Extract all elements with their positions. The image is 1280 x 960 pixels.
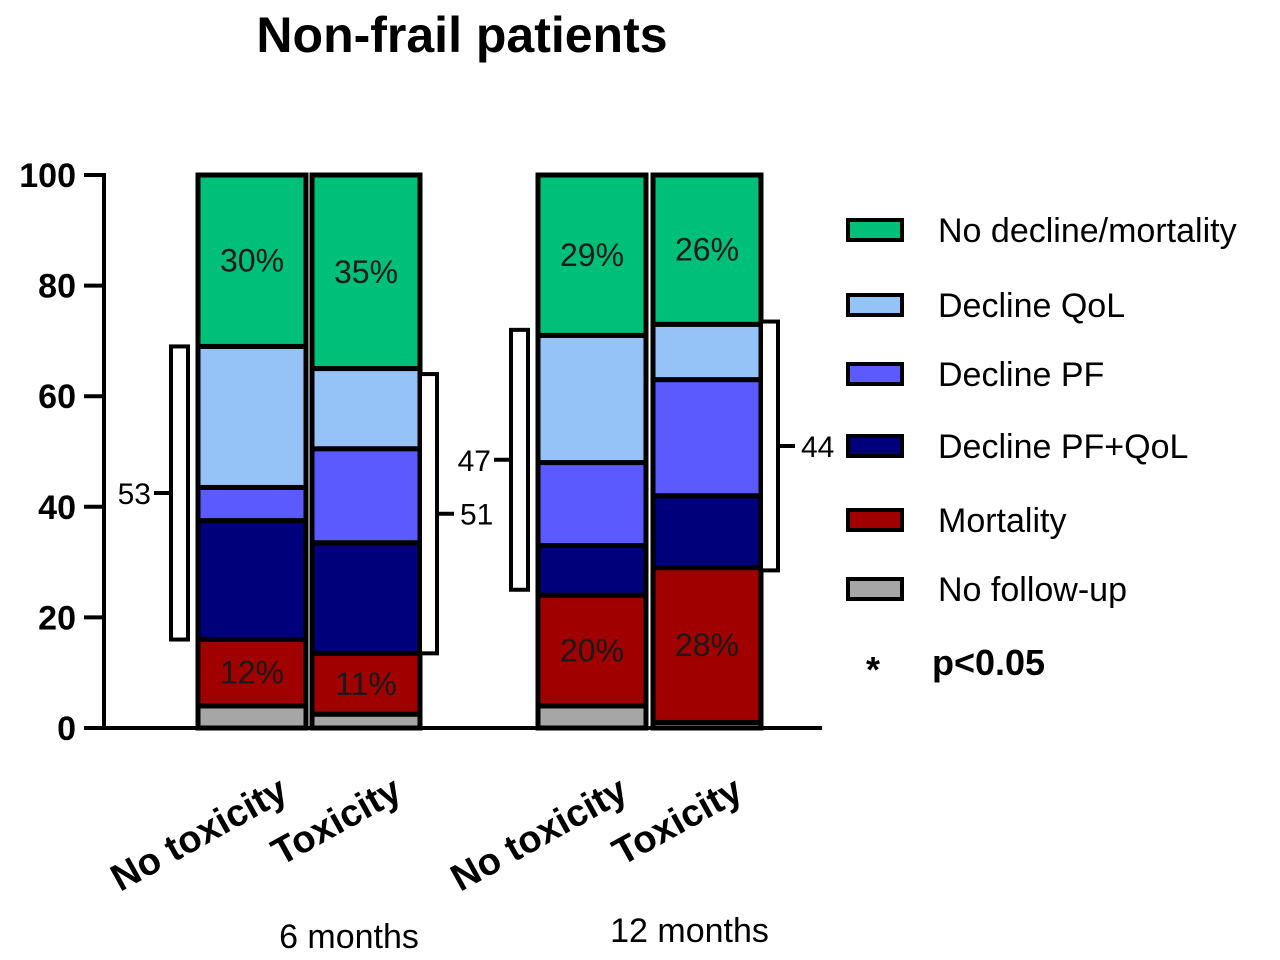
data-label: 29% bbox=[560, 237, 624, 273]
bar-segment bbox=[309, 540, 423, 656]
bar-segment bbox=[195, 703, 309, 731]
y-tick-label: 0 bbox=[57, 710, 76, 748]
bar-segment bbox=[535, 172, 649, 338]
bracket-label: 53 bbox=[118, 478, 151, 511]
data-label: 35% bbox=[334, 254, 398, 290]
bar-segment bbox=[535, 460, 649, 549]
bar-segment bbox=[309, 172, 423, 372]
y-tick-label: 60 bbox=[38, 378, 76, 416]
bracket-label: 44 bbox=[801, 431, 834, 464]
x-category-label: No toxicity bbox=[104, 769, 294, 900]
bar-segment bbox=[535, 543, 649, 598]
legend-label: Decline QoL bbox=[938, 287, 1125, 325]
chart-title: Non-frail patients bbox=[256, 7, 667, 63]
bracket-label: 47 bbox=[458, 445, 491, 478]
legend-swatch bbox=[846, 218, 904, 242]
y-tick-label: 80 bbox=[38, 268, 76, 306]
legend-swatch bbox=[846, 434, 904, 458]
legend-swatch bbox=[846, 293, 904, 317]
group-label: 6 months bbox=[279, 918, 419, 956]
bar-segment bbox=[309, 650, 423, 717]
legend-swatch bbox=[846, 577, 904, 601]
bar-segment bbox=[650, 172, 764, 327]
data-label: 30% bbox=[220, 243, 284, 279]
bar-segment bbox=[195, 172, 309, 349]
data-label: 20% bbox=[560, 633, 624, 669]
bar-segment bbox=[195, 484, 309, 524]
bracket bbox=[509, 327, 530, 592]
brackets: 53 51 47 44 bbox=[118, 319, 834, 656]
legend-label: Decline PF+QoL bbox=[938, 428, 1188, 466]
legend-label: Decline PF bbox=[938, 356, 1104, 394]
data-label: 26% bbox=[675, 232, 739, 268]
data-label: 11% bbox=[335, 666, 397, 702]
data-label: 12% bbox=[220, 655, 284, 691]
y-tick-label: 40 bbox=[38, 489, 76, 527]
y-tick-label: 20 bbox=[38, 599, 76, 637]
bar-segment bbox=[195, 343, 309, 490]
legend-swatch bbox=[846, 508, 904, 532]
legend-label: Mortality bbox=[938, 502, 1066, 540]
x-category-label: Toxicity bbox=[265, 769, 408, 874]
bar-segment bbox=[195, 637, 309, 709]
legend-swatch bbox=[846, 362, 904, 386]
bracket bbox=[759, 319, 780, 573]
bar-segment bbox=[309, 366, 423, 452]
legend: No decline/mortality Decline QoL Decline P… bbox=[846, 212, 1237, 690]
bar-segment bbox=[650, 565, 764, 725]
bar-segment bbox=[650, 493, 764, 571]
x-category-label: Toxicity bbox=[606, 769, 749, 874]
bar-segment bbox=[535, 703, 649, 731]
data-label: 28% bbox=[675, 627, 739, 663]
bar-segment bbox=[650, 377, 764, 499]
bar-segment bbox=[535, 592, 649, 709]
bar-segment bbox=[535, 332, 649, 466]
bar-segment bbox=[309, 446, 423, 546]
bar-segment bbox=[650, 321, 764, 383]
y-tick-label: 100 bbox=[19, 157, 76, 195]
group-label: 12 months bbox=[610, 912, 769, 950]
bar-segment bbox=[195, 518, 309, 643]
bracket bbox=[418, 372, 439, 656]
bracket bbox=[169, 344, 190, 642]
significance-symbol: * bbox=[866, 649, 880, 690]
legend-label: No follow-up bbox=[938, 571, 1127, 609]
legend-label: No decline/mortality bbox=[938, 212, 1237, 250]
significance-note: p<0.05 bbox=[932, 642, 1045, 683]
bracket-label: 51 bbox=[460, 499, 493, 532]
x-category-label: No toxicity bbox=[444, 769, 634, 900]
